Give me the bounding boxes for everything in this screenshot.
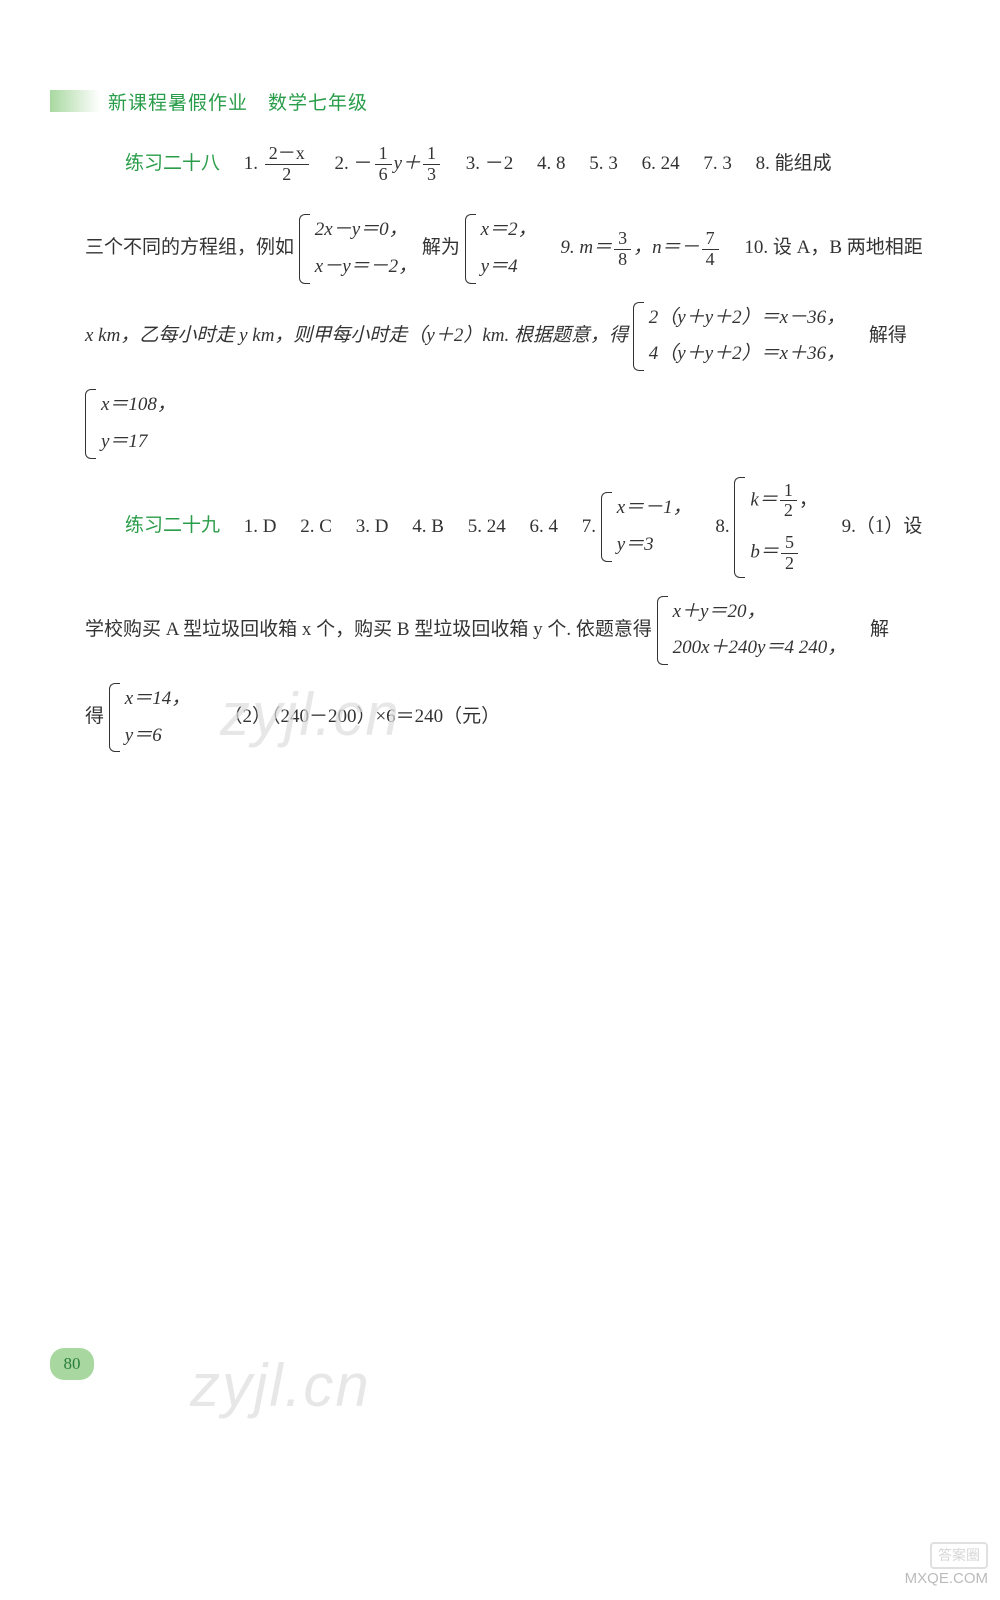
page-number-badge: 80 bbox=[50, 1348, 94, 1380]
section-28-label: 练习二十八 bbox=[125, 153, 220, 174]
section-29-line1: 练习二十九 1. D 2. C 3. D 4. B 5. 24 6. 4 7. … bbox=[85, 475, 945, 580]
frac-a9b: 74 bbox=[702, 229, 719, 270]
content-body: 练习二十八 1. 2－x2 2. －16y＋13 3. －2 4. 8 5. 3… bbox=[85, 130, 945, 768]
system-4: x＝108， y＝17 bbox=[85, 387, 176, 460]
page-header: 新课程暑假作业 数学七年级 bbox=[108, 88, 368, 115]
section-28-line1: 练习二十八 1. 2－x2 2. －16y＋13 3. －2 4. 8 5. 3… bbox=[85, 130, 945, 198]
system-7: x＋y＝20， 200x＋240y＝4 240， bbox=[657, 594, 847, 667]
system-5: x＝－1， y＝3 bbox=[601, 490, 692, 563]
system-6: k＝12， b＝52 bbox=[734, 475, 817, 580]
system-8: x＝14， y＝6 bbox=[109, 681, 190, 754]
section-28-line2: 三个不同的方程组，例如 2x－y＝0， x－y＝－2， 解为 x＝2， y＝4 … bbox=[85, 212, 945, 285]
section-29-label: 练习二十九 bbox=[125, 515, 220, 536]
header-accent bbox=[50, 90, 100, 112]
watermark-2: zyjl.cn bbox=[190, 1351, 371, 1420]
section-28-line4: x＝108， y＝17 bbox=[85, 387, 945, 460]
corner-url: MXQE.COM bbox=[905, 1570, 988, 1587]
frac-a9a: 38 bbox=[614, 229, 631, 270]
system-3: 2（y＋y＋2）＝x－36， 4（y＋y＋2）＝x＋36， bbox=[633, 300, 845, 373]
frac-a2a: 16 bbox=[375, 144, 392, 185]
frac-a1: 2－x2 bbox=[265, 144, 309, 185]
corner-logo: 答案圈 bbox=[930, 1542, 988, 1568]
system-1: 2x－y＝0， x－y＝－2， bbox=[299, 212, 417, 285]
section-29-line3: 得 x＝14， y＝6 （2）（240－200）×6＝240（元） bbox=[85, 681, 945, 754]
corner-watermark: 答案圈 MXQE.COM bbox=[905, 1542, 988, 1588]
section-29-line2: 学校购买 A 型垃圾回收箱 x 个，购买 B 型垃圾回收箱 y 个. 依题意得 … bbox=[85, 594, 945, 667]
frac-a2b: 13 bbox=[423, 144, 440, 185]
section-28-line3: x km，乙每小时走 y km，则甲每小时走（y＋2）km. 根据题意，得 2（… bbox=[85, 300, 945, 373]
system-2: x＝2， y＝4 bbox=[465, 212, 537, 285]
